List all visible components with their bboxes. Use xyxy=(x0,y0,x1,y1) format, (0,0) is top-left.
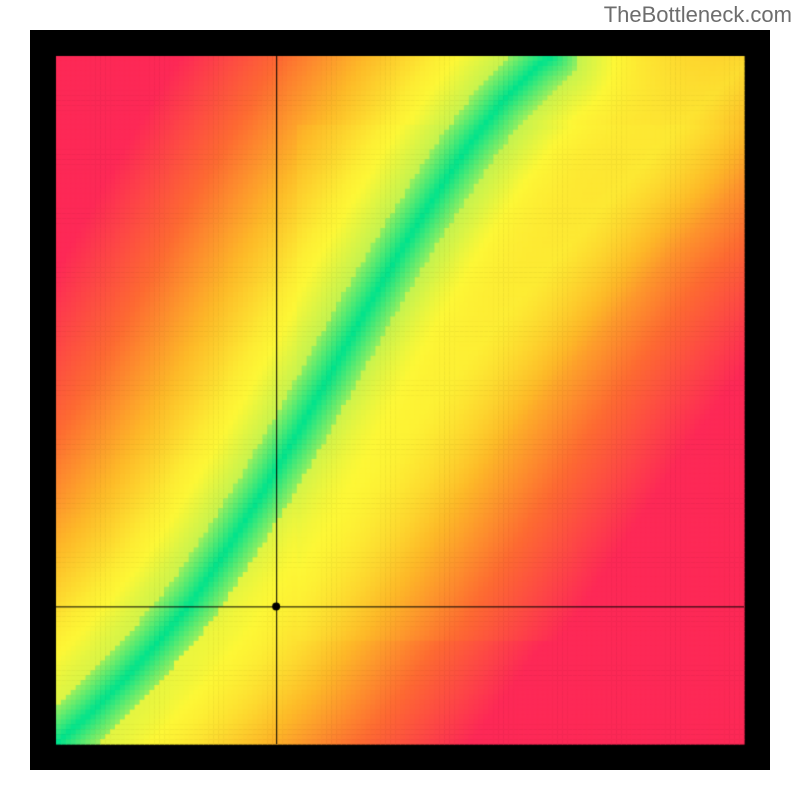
watermark-text: TheBottleneck.com xyxy=(604,2,792,28)
bottleneck-heatmap xyxy=(30,30,770,770)
root: TheBottleneck.com xyxy=(0,0,800,800)
plot-frame xyxy=(30,30,770,770)
